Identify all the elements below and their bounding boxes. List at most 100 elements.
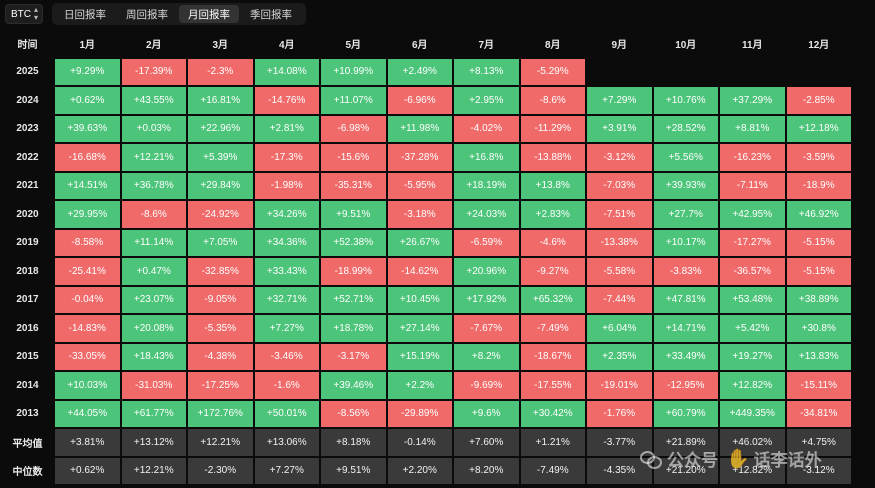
year-label: 2025 (16, 66, 39, 78)
return-cell: -8.58% (55, 229, 120, 256)
return-cell: +0.03% (121, 115, 186, 142)
return-cell: +4.75% (786, 429, 851, 456)
return-cell: +12.18% (786, 115, 851, 142)
year-label: 2020 (16, 208, 39, 220)
return-cell: +19.27% (720, 343, 785, 370)
return-cell: +23.07% (121, 286, 186, 313)
tab-quarterly-return[interactable]: 季回报率 (250, 8, 292, 21)
return-cell: +2.2% (387, 372, 452, 399)
month-header: 2月 (145, 39, 162, 51)
year-row: 2018 -25.41% +0.47% -32.85% +33.43% -18.99% -1… (2, 258, 851, 285)
return-cell: +18.43% (121, 343, 186, 370)
return-cell: -4.35% (587, 457, 652, 484)
return-cell: +47.81% (653, 286, 718, 313)
return-cell: -32.85% (188, 258, 253, 285)
return-cell: -2.85% (786, 87, 851, 114)
year-row: 2016 -14.83% +20.08% -5.35% +7.27% +18.78% +27… (2, 315, 851, 342)
return-cell (720, 59, 785, 86)
return-cell: +18.78% (321, 315, 386, 342)
return-cell: +10.03% (55, 372, 120, 399)
asset-selector[interactable]: BTC ▴ ▾ (5, 4, 43, 24)
return-cell: +12.82% (720, 457, 785, 484)
return-cell: -0.04% (55, 286, 120, 313)
watermark: 公众号 ✋ 话李话外 (640, 446, 822, 471)
return-cell: +46.02% (720, 429, 785, 456)
return-cell: -17.55% (520, 372, 585, 399)
return-cell: +9.29% (55, 58, 120, 85)
return-cell: +10.99% (321, 58, 386, 85)
return-cell: +21.89% (653, 429, 718, 456)
return-cell: +13.8% (520, 172, 585, 199)
return-cell: +8.13% (454, 58, 519, 85)
return-cell: +32.71% (254, 286, 319, 313)
month-header: 3月 (212, 39, 229, 51)
month-header: 7月 (478, 39, 495, 51)
return-cell (787, 59, 852, 86)
return-cell: -17.3% (254, 144, 319, 171)
year-row: 2025 +9.29% -17.39% -2.3% +14.08% +10.99% +2.4… (2, 58, 852, 86)
wechat-icon (640, 450, 662, 469)
return-cell: +10.76% (653, 87, 718, 114)
watermark-left: 公众号 (667, 451, 718, 470)
return-cell: +7.05% (188, 229, 253, 256)
return-cell: -29.89% (387, 400, 452, 427)
return-cell: -13.88% (520, 144, 585, 171)
return-cell: +11.07% (321, 87, 386, 114)
period-tabs: 日回报率 周回报率 月回报率 季回报率 (52, 3, 306, 25)
tab-daily-return[interactable]: 日回报率 (64, 8, 106, 21)
return-cell: -0.14% (387, 429, 452, 456)
year-label: 2017 (16, 294, 39, 306)
year-row: 2014 +10.03% -31.03% -17.25% -1.6% +39.46% +2.… (2, 372, 851, 399)
return-cell: -1.98% (254, 172, 319, 199)
return-cell: +12.82% (720, 372, 785, 399)
year-label: 2015 (16, 351, 39, 363)
summary-label: 中位数 (12, 467, 43, 479)
return-cell: -19.01% (587, 372, 652, 399)
watermark-hand-icon: ✋ (726, 448, 750, 470)
year-row: 2017 -0.04% +23.07% -9.05% +32.71% +52.71% +10… (2, 286, 851, 313)
return-cell: +33.43% (254, 258, 319, 285)
return-cell: +39.46% (321, 372, 386, 399)
return-cell: -4.02% (454, 115, 519, 142)
return-cell: -6.96% (387, 87, 452, 114)
return-cell: -8.6% (520, 87, 585, 114)
return-cell: +29.84% (188, 172, 253, 199)
return-cell: -17.39% (121, 58, 186, 85)
return-cell: +22.96% (188, 115, 253, 142)
return-cell: +65.32% (520, 286, 585, 313)
return-cell: -34.81% (786, 400, 851, 427)
return-cell: +3.81% (55, 429, 120, 456)
year-row: 2024 +0.62% +43.55% +16.81% -14.76% +11.07% -6… (2, 87, 851, 114)
return-cell: -37.28% (387, 144, 452, 171)
return-cell: +61.77% (121, 400, 186, 427)
return-cell: +0.47% (121, 258, 186, 285)
month-header: 12月 (808, 39, 830, 51)
return-cell: +2.95% (454, 87, 519, 114)
watermark-right: 话李话外 (753, 451, 822, 470)
return-cell: +7.60% (454, 429, 519, 456)
return-cell: +16.81% (188, 87, 253, 114)
return-cell: +21.20% (653, 457, 718, 484)
return-cell: -14.62% (387, 258, 452, 285)
return-cell: +12.21% (188, 429, 253, 456)
return-cell: +10.45% (387, 286, 452, 313)
year-row: 2015 -33.05% +18.43% -4.38% -3.46% -3.17% +15.… (2, 343, 851, 370)
return-cell: -5.35% (188, 315, 253, 342)
return-cell: +2.35% (587, 343, 652, 370)
tab-weekly-return[interactable]: 周回报率 (126, 8, 168, 21)
return-cell: -4.38% (188, 343, 253, 370)
month-header: 8月 (544, 39, 561, 51)
header-row: 时间 1月 2月 3月 4月 5月 6月 7月 8月 9月 10月 11月 12月 (2, 30, 851, 57)
tab-monthly-return[interactable]: 月回报率 (179, 5, 239, 23)
return-cell: +14.71% (653, 315, 718, 342)
return-cell: +6.04% (587, 315, 652, 342)
return-cell: -3.12% (587, 144, 652, 171)
return-cell: -25.41% (55, 258, 120, 285)
return-cell: +11.14% (121, 229, 186, 256)
return-cell: +50.01% (254, 400, 319, 427)
return-cell: -5.15% (786, 229, 851, 256)
return-cell: +37.29% (720, 87, 785, 114)
return-cell: +13.83% (786, 343, 851, 370)
return-cell: +2.83% (520, 201, 585, 228)
return-cell: +26.67% (387, 229, 452, 256)
